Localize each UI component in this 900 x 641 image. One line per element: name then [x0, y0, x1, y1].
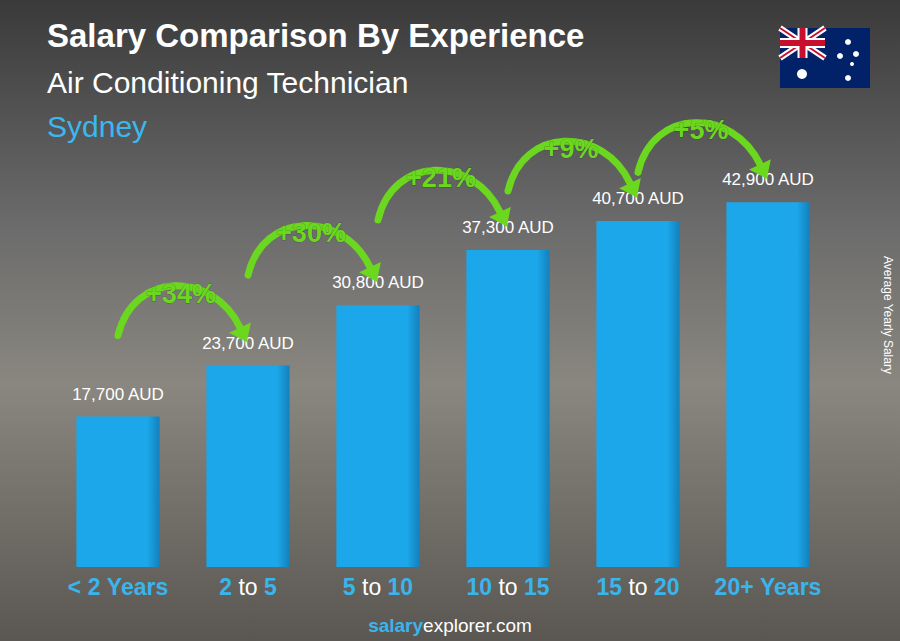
- svg-text:10: 10: [466, 574, 492, 600]
- svg-text:2: 2: [219, 574, 232, 600]
- svg-text:Average Yearly Salary: Average Yearly Salary: [881, 256, 895, 374]
- svg-text:Sydney: Sydney: [47, 110, 147, 143]
- svg-text:Salary Comparison By Experienc: Salary Comparison By Experience: [47, 17, 584, 54]
- svg-text:5: 5: [264, 574, 277, 600]
- svg-text:20+: 20+: [715, 574, 754, 600]
- svg-text:20: 20: [654, 574, 680, 600]
- svg-text:37,300 AUD: 37,300 AUD: [462, 218, 554, 237]
- svg-text:to: to: [238, 574, 257, 600]
- svg-text:+30%: +30%: [276, 218, 346, 248]
- svg-text:30,800 AUD: 30,800 AUD: [332, 273, 424, 292]
- svg-text:17,700 AUD: 17,700 AUD: [72, 385, 164, 404]
- svg-text:10: 10: [388, 574, 414, 600]
- svg-text:15: 15: [524, 574, 550, 600]
- svg-text:+21%: +21%: [406, 163, 476, 193]
- svg-text:<: <: [68, 574, 81, 600]
- svg-text:+9%: +9%: [544, 134, 599, 164]
- svg-text:Years: Years: [107, 574, 168, 600]
- svg-text:explorer.com: explorer.com: [423, 615, 532, 636]
- svg-text:Air Conditioning Technician: Air Conditioning Technician: [47, 66, 408, 99]
- svg-text:42,900 AUD: 42,900 AUD: [722, 170, 814, 189]
- svg-text:+34%: +34%: [146, 279, 216, 309]
- svg-text:to: to: [498, 574, 517, 600]
- svg-text:23,700 AUD: 23,700 AUD: [202, 334, 294, 353]
- svg-text:to: to: [362, 574, 381, 600]
- svg-text:Years: Years: [760, 574, 821, 600]
- svg-text:40,700 AUD: 40,700 AUD: [592, 189, 684, 208]
- svg-text:5: 5: [343, 574, 356, 600]
- svg-text:+5%: +5%: [674, 115, 729, 145]
- svg-text:salary: salary: [368, 615, 423, 636]
- svg-text:to: to: [628, 574, 647, 600]
- svg-text:2: 2: [88, 574, 101, 600]
- svg-text:15: 15: [596, 574, 622, 600]
